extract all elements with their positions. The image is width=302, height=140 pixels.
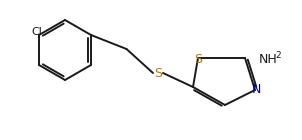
Text: Cl: Cl [32, 27, 43, 37]
Text: S: S [194, 52, 202, 66]
Text: NH: NH [259, 52, 278, 66]
Text: N: N [251, 82, 261, 95]
Text: S: S [154, 66, 162, 80]
Text: 2: 2 [275, 51, 281, 60]
